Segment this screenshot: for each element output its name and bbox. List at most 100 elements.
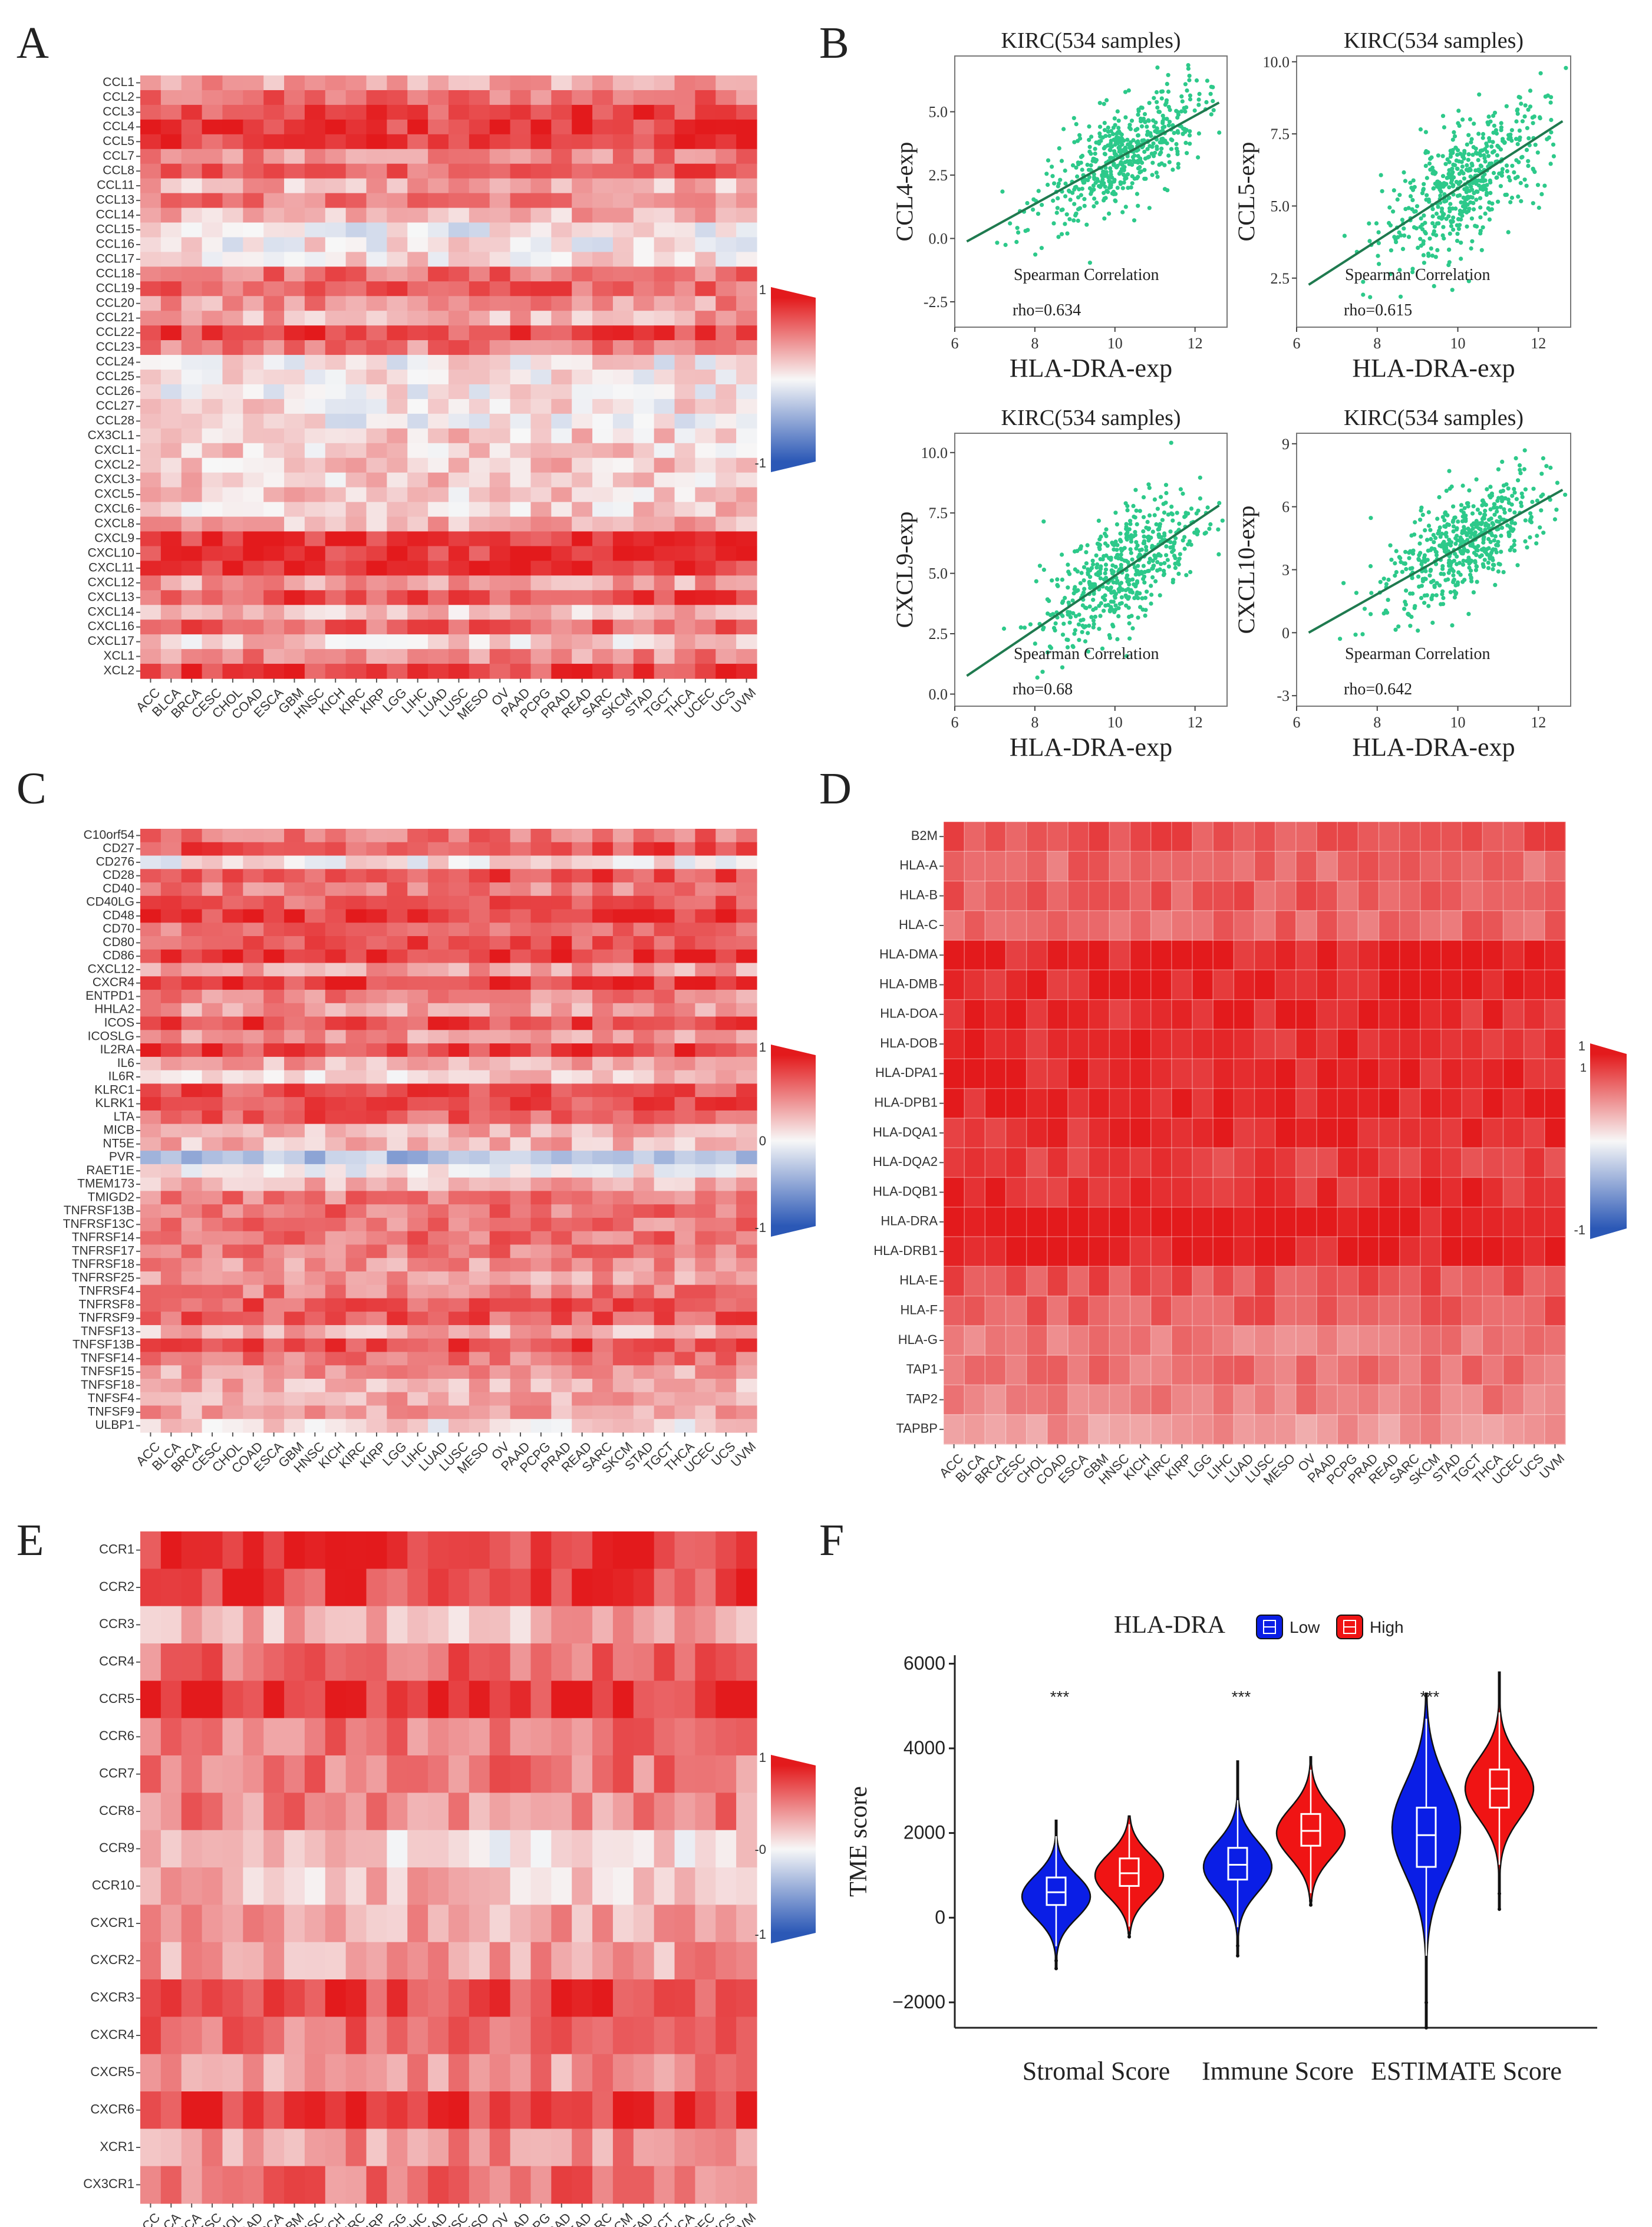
heatmap-cell <box>263 193 285 209</box>
heatmap-cell <box>325 531 347 547</box>
x-tick-label: 10 <box>1107 714 1123 731</box>
heatmap-cell <box>654 1325 675 1339</box>
scatter-point <box>1189 542 1193 547</box>
heatmap-cell <box>387 1137 408 1151</box>
heatmap-cell <box>243 1016 264 1030</box>
scatter-point <box>1220 518 1225 523</box>
scatter-frame <box>1296 433 1571 707</box>
heatmap-cell <box>202 398 223 414</box>
scatter-point <box>1023 229 1028 233</box>
heatmap-cell <box>325 990 347 1004</box>
scatter-point <box>1125 654 1129 658</box>
heatmap-cell <box>736 502 757 518</box>
heatmap-cell <box>202 428 223 444</box>
heatmap-cell <box>263 546 285 561</box>
heatmap-cell <box>140 869 161 883</box>
scatter-point <box>1172 131 1176 136</box>
heatmap-cell <box>407 1083 428 1098</box>
scatter-point <box>1099 534 1103 539</box>
x-tick-label: 8 <box>1031 714 1038 731</box>
heatmap-cell <box>510 1325 532 1339</box>
scatter-point <box>1459 256 1463 261</box>
heatmap-cell <box>304 664 326 679</box>
heatmap-cell <box>469 355 490 370</box>
heatmap-cell <box>489 1124 511 1138</box>
heatmap-cell <box>284 1151 305 1165</box>
heatmap-cell <box>304 207 326 223</box>
heatmap-cell <box>387 296 408 311</box>
row-label: CCL17 <box>96 252 134 265</box>
heatmap-cell <box>160 1191 182 1205</box>
heatmap-cell <box>715 590 737 605</box>
scatter-point <box>1194 511 1199 516</box>
scatter-point <box>1499 170 1504 175</box>
heatmap-cell <box>387 90 408 106</box>
heatmap-cell <box>160 634 182 650</box>
heatmap-cell <box>263 311 285 326</box>
heatmap-cell <box>715 384 737 400</box>
scatter-point <box>1442 125 1446 130</box>
heatmap-cell <box>304 119 326 135</box>
heatmap-cell <box>325 869 347 883</box>
heatmap-cell <box>592 472 614 488</box>
heatmap-cell <box>263 1405 285 1419</box>
heatmap-cell <box>304 443 326 459</box>
heatmap-cell <box>366 1097 387 1111</box>
heatmap-cell <box>140 1016 161 1030</box>
heatmap-cell <box>654 149 675 164</box>
heatmap-cell <box>551 909 572 923</box>
heatmap-cell <box>304 266 326 282</box>
heatmap-cell <box>612 193 634 209</box>
heatmap-cell <box>674 1164 695 1178</box>
scatter-point <box>1398 294 1403 299</box>
heatmap-cell <box>428 1003 449 1017</box>
scatter-point <box>1416 628 1420 633</box>
heatmap-cell <box>674 355 695 370</box>
heatmap-cell <box>736 516 757 532</box>
heatmap-cell <box>140 1312 161 1326</box>
heatmap-cell <box>304 1124 326 1138</box>
scatter-point <box>1168 529 1173 534</box>
heatmap-cell <box>140 1284 161 1299</box>
heatmap-cell <box>633 222 655 238</box>
heatmap-cell <box>428 1392 449 1406</box>
heatmap-cell <box>592 590 614 605</box>
heatmap-cell <box>387 516 408 532</box>
heatmap-cell <box>387 546 408 561</box>
heatmap-cell <box>633 1177 655 1191</box>
heatmap-cell <box>612 1016 634 1030</box>
heatmap-cell <box>674 457 695 473</box>
heatmap-cell <box>449 869 470 883</box>
heatmap-cell <box>407 281 428 297</box>
scatter-point <box>1208 91 1213 96</box>
heatmap-cell <box>592 104 614 120</box>
heatmap-cell <box>510 398 532 414</box>
scatter-point <box>1451 504 1456 509</box>
heatmap-cell <box>715 149 737 164</box>
heatmap-cell <box>551 104 572 120</box>
scatter-point <box>1520 119 1525 124</box>
heatmap-cell <box>387 1070 408 1084</box>
scatter-point <box>1473 146 1478 151</box>
scatter-point <box>1086 167 1092 172</box>
heatmap-cell <box>428 193 449 209</box>
scatter-point <box>1106 602 1110 607</box>
heatmap-cell <box>181 384 203 400</box>
heatmap-cell <box>736 1124 757 1138</box>
heatmap-cell <box>222 1191 243 1205</box>
heatmap-cell <box>325 936 347 950</box>
heatmap-cell <box>181 149 203 164</box>
heatmap-cell <box>489 311 511 326</box>
scatter-point <box>1518 180 1523 186</box>
heatmap-cell <box>222 472 243 488</box>
scatter-point <box>1092 196 1097 201</box>
heatmap-cell <box>222 90 243 106</box>
heatmap-cell <box>387 104 408 120</box>
heatmap-cell <box>572 664 593 679</box>
scatter-point <box>1455 538 1460 543</box>
heatmap-cell <box>510 869 532 883</box>
scatter-point <box>1097 543 1102 548</box>
heatmap-cell <box>160 252 182 267</box>
heatmap-cell <box>325 311 347 326</box>
scatter-point <box>1076 195 1081 200</box>
